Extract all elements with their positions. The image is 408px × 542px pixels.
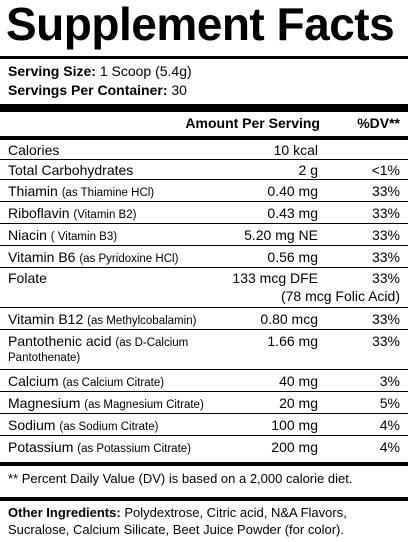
nutrient-dv: 4% [379, 417, 400, 433]
nutrient-row-magnesium: Magnesium (as Magnesium Citrate) 20 mg 5… [0, 392, 408, 414]
nutrient-row-niacin: Niacin ( Vitamin B3) 5.20 mg NE 33% [0, 224, 408, 246]
nutrient-amount: 133 mcg DFE [232, 270, 318, 286]
nutrient-name-wrap: Vitamin B6 (as Pyridoxine HCl) [8, 247, 178, 269]
nutrient-dv: 33% [371, 270, 400, 286]
nutrient-source: ( Vitamin B3) [50, 231, 118, 243]
serving-size-value: 1 Scoop (5.4g) [99, 63, 192, 79]
nutrient-name: Sodium [8, 417, 56, 433]
nutrient-row-sodium: Sodium (as Sodium Citrate) 100 mg 4% [0, 414, 408, 436]
thick-rule-4 [0, 497, 408, 501]
nutrient-amount: 0.56 mg [267, 249, 318, 265]
nutrient-source: (as Calcium Citrate) [62, 377, 165, 389]
nutrient-amount: 40 mg [279, 373, 318, 389]
nutrient-name: Vitamin B12 [8, 311, 84, 327]
nutrient-dv: 33% [371, 205, 400, 221]
nutrient-name: Vitamin B6 [8, 249, 76, 265]
nutrient-source: (as Thiamine HCl) [61, 187, 155, 199]
nutrient-dv: 5% [379, 395, 400, 411]
other-ingredients-text-2: Sucralose, Calcium Silicate, Beet Juice … [8, 522, 344, 537]
nutrient-name-wrap: Pantothenic acid (as D-Calcium [8, 331, 188, 353]
nutrient-amount: 0.80 mcg [260, 311, 318, 327]
nutrient-row-potassium: Potassium (as Potassium Citrate) 200 mg … [0, 436, 408, 462]
thick-rule-1 [0, 104, 408, 112]
nutrient-name-wrap: Thiamin (as Thiamine HCl) [8, 181, 154, 203]
dv-footnote: ** Percent Daily Value (DV) is based on … [8, 471, 353, 486]
nutrient-amount: 1.66 mg [267, 333, 318, 349]
nutrient-source: (as D-Calcium [115, 337, 189, 349]
nutrient-name: Calcium [8, 373, 59, 389]
nutrient-name: Riboflavin [8, 205, 70, 221]
nutrient-name-wrap: Niacin ( Vitamin B3) [8, 225, 117, 247]
nutrient-dv: 33% [371, 311, 400, 327]
nutrient-amount: 0.40 mg [267, 183, 318, 199]
nutrient-dv: 33% [371, 249, 400, 265]
thick-rule-2 [0, 136, 408, 140]
nutrient-row-thiamin: Thiamin (as Thiamine HCl) 0.40 mg 33% [0, 180, 408, 202]
nutrient-amount: 100 mg [271, 417, 318, 433]
servings-per-container-label: Servings Per Container: [8, 82, 168, 98]
nutrient-dv: 4% [379, 439, 400, 455]
nutrient-name: Magnesium [8, 395, 81, 411]
serving-size-label: Serving Size: [8, 63, 96, 79]
nutrient-row-calories: Calories 10 kcal [0, 140, 408, 160]
nutrient-row-vitamin-b6: Vitamin B6 (as Pyridoxine HCl) 0.56 mg 3… [0, 246, 408, 268]
nutrient-dv: <1% [371, 162, 400, 178]
nutrient-source: (as Pyridoxine HCl) [79, 253, 179, 265]
nutrient-amount: 20 mg [279, 395, 318, 411]
nutrient-dv: 33% [371, 333, 400, 349]
title-rule [0, 56, 408, 59]
nutrient-source-line2: Pantothenate) [8, 352, 81, 364]
nutrient-amount: 10 kcal [273, 142, 318, 158]
amount-per-serving-header: Amount Per Serving [185, 115, 320, 131]
thick-rule-3 [0, 462, 408, 466]
nutrient-source: (Vitamin B2) [73, 209, 137, 221]
nutrient-name: Potassium [8, 439, 74, 455]
nutrient-name-wrap: Vitamin B12 (as Methylcobalamin) [8, 309, 196, 331]
nutrient-row-folate: Folate 133 mcg DFE 33% (78 mcg Folic Aci… [0, 268, 408, 308]
other-ingredients-text-1: Polydextrose, Citric acid, N&A Flavors, [124, 505, 347, 520]
nutrient-amount-detail: (78 mcg Folic Acid) [280, 288, 400, 304]
nutrient-dv: 3% [379, 373, 400, 389]
nutrient-name-wrap: Riboflavin (Vitamin B2) [8, 203, 136, 225]
other-ingredients: Other Ingredients: Polydextrose, Citric … [8, 504, 347, 538]
nutrient-row-pantothenic-acid: Pantothenic acid (as D-Calcium Pantothen… [0, 330, 408, 370]
serving-size: Serving Size: 1 Scoop (5.4g) [8, 62, 192, 80]
nutrient-row-riboflavin: Riboflavin (Vitamin B2) 0.43 mg 33% [0, 202, 408, 224]
servings-per-container: Servings Per Container: 30 [8, 81, 187, 99]
nutrient-source: (as Magnesium Citrate) [84, 399, 204, 411]
other-ingredients-label: Other Ingredients: [8, 505, 121, 520]
nutrient-source: (as Methylcobalamin) [87, 315, 197, 327]
dv-header: %DV** [357, 115, 400, 131]
nutrient-source: (as Potassium Citrate) [77, 443, 192, 455]
nutrient-name: Thiamin [8, 183, 58, 199]
servings-per-container-value: 30 [171, 82, 187, 98]
nutrient-name: Pantothenic acid [8, 333, 112, 349]
nutrient-name-wrap: Magnesium (as Magnesium Citrate) [8, 393, 204, 415]
nutrient-amount: 2 g [298, 162, 318, 178]
nutrient-name-wrap: Potassium (as Potassium Citrate) [8, 437, 191, 459]
nutrient-row-total-carbohydrates: Total Carbohydrates 2 g <1% [0, 160, 408, 180]
nutrient-name-wrap: Sodium (as Sodium Citrate) [8, 415, 158, 437]
nutrient-amount: 0.43 mg [267, 205, 318, 221]
nutrient-name: Calories [8, 142, 60, 158]
nutrient-name: Folate [8, 270, 47, 286]
nutrient-amount: 200 mg [271, 439, 318, 455]
nutrient-amount: 5.20 mg NE [244, 227, 318, 243]
nutrient-dv: 33% [371, 183, 400, 199]
nutrient-row-vitamin-b12: Vitamin B12 (as Methylcobalamin) 0.80 mc… [0, 308, 408, 330]
nutrient-dv: 33% [371, 227, 400, 243]
nutrient-row-calcium: Calcium (as Calcium Citrate) 40 mg 3% [0, 370, 408, 392]
other-ingredients-line-1: Other Ingredients: Polydextrose, Citric … [8, 504, 347, 521]
nutrient-name: Total Carbohydrates [8, 162, 134, 178]
nutrient-name: Niacin [8, 227, 47, 243]
nutrient-source: (as Sodium Citrate) [59, 421, 159, 433]
nutrient-name-wrap: Calcium (as Calcium Citrate) [8, 371, 164, 393]
panel-title: Supplement Facts [6, 0, 395, 50]
